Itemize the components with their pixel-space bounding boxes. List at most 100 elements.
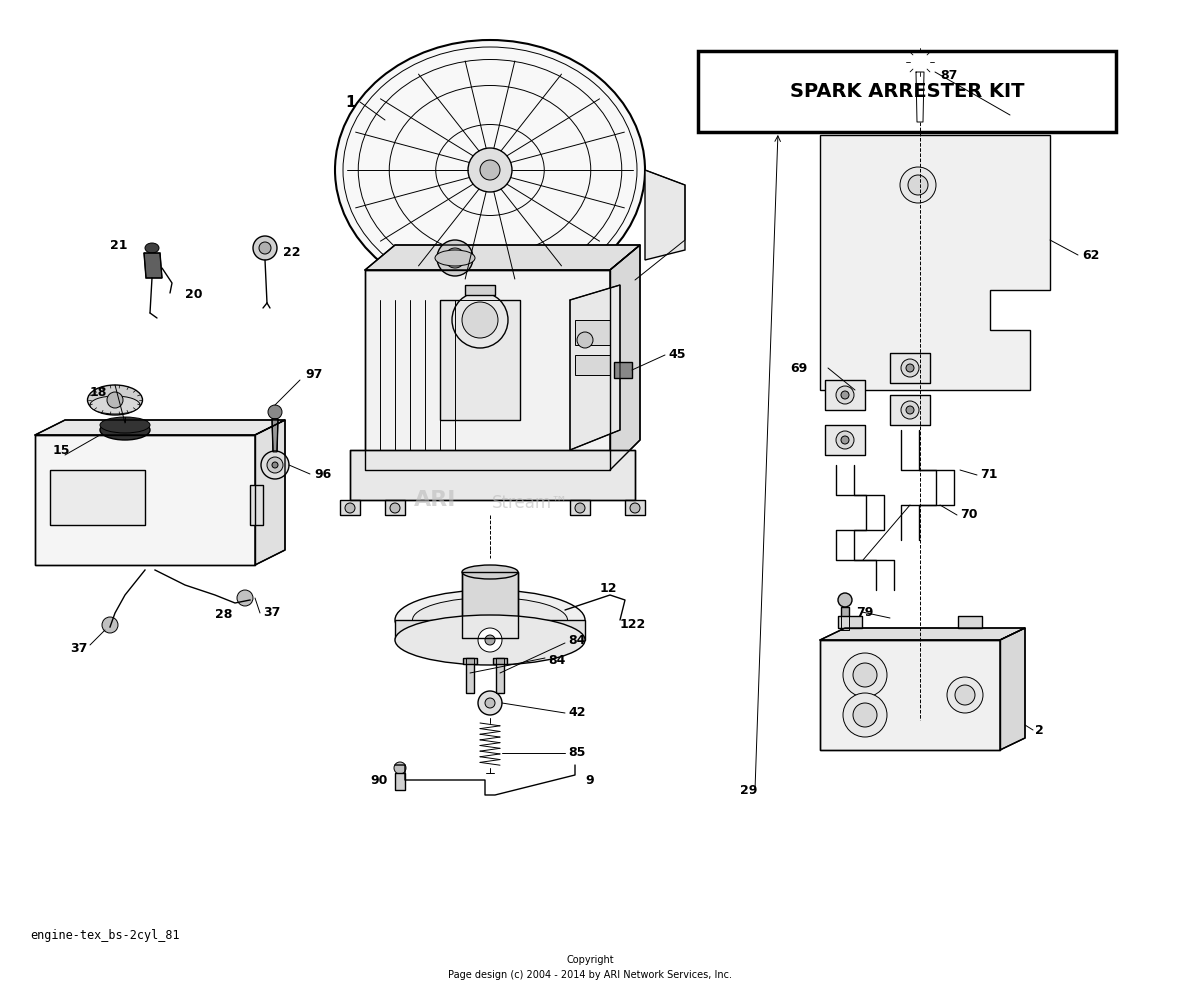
Text: engine-tex_bs-2cyl_81: engine-tex_bs-2cyl_81 [30, 929, 179, 942]
Circle shape [267, 457, 283, 473]
Text: 84: 84 [548, 655, 565, 668]
Circle shape [452, 292, 509, 348]
Polygon shape [820, 640, 999, 750]
Polygon shape [825, 425, 865, 455]
Circle shape [907, 175, 927, 195]
Text: 12: 12 [599, 582, 617, 594]
Text: SPARK ARRESTER KIT: SPARK ARRESTER KIT [789, 81, 1024, 101]
Ellipse shape [395, 615, 585, 665]
Text: 69: 69 [789, 362, 807, 375]
Circle shape [480, 160, 500, 180]
Circle shape [485, 635, 494, 645]
Polygon shape [395, 620, 585, 640]
Ellipse shape [395, 590, 585, 650]
Circle shape [630, 503, 640, 513]
Text: 9: 9 [585, 773, 594, 786]
Polygon shape [820, 135, 1050, 390]
Text: 28: 28 [215, 608, 232, 621]
Circle shape [906, 406, 914, 414]
Circle shape [253, 236, 277, 260]
Circle shape [478, 628, 502, 652]
Polygon shape [825, 380, 865, 410]
Text: 1: 1 [345, 95, 355, 110]
Ellipse shape [335, 40, 645, 300]
Circle shape [853, 663, 877, 687]
Polygon shape [838, 616, 863, 628]
Text: 2: 2 [1035, 724, 1044, 737]
Text: 37: 37 [263, 606, 281, 619]
Circle shape [437, 240, 473, 276]
Text: 79: 79 [856, 605, 873, 618]
Circle shape [843, 653, 887, 697]
Circle shape [902, 359, 919, 377]
Text: 20: 20 [185, 289, 203, 302]
Text: 97: 97 [304, 369, 322, 382]
Polygon shape [365, 270, 610, 470]
Polygon shape [493, 658, 507, 664]
Text: 45: 45 [668, 348, 686, 362]
Polygon shape [610, 245, 640, 470]
Polygon shape [144, 253, 162, 278]
Ellipse shape [100, 417, 150, 433]
Circle shape [902, 401, 919, 419]
Polygon shape [570, 500, 590, 515]
Text: 122: 122 [620, 618, 647, 632]
Circle shape [268, 405, 282, 419]
Text: 21: 21 [110, 238, 127, 251]
Circle shape [900, 167, 936, 203]
Polygon shape [958, 616, 982, 628]
Text: 37: 37 [70, 642, 87, 655]
Text: 85: 85 [568, 747, 585, 760]
Text: 96: 96 [314, 468, 332, 481]
Circle shape [841, 391, 848, 399]
Polygon shape [395, 773, 405, 790]
Polygon shape [35, 435, 255, 565]
Text: 22: 22 [283, 245, 301, 258]
Text: 42: 42 [568, 706, 585, 720]
Polygon shape [466, 658, 474, 693]
Polygon shape [365, 245, 640, 270]
Circle shape [853, 703, 877, 727]
Text: 87: 87 [940, 68, 957, 81]
Ellipse shape [435, 250, 476, 266]
Text: Copyright: Copyright [566, 955, 614, 965]
Text: 71: 71 [981, 469, 997, 482]
Polygon shape [340, 500, 360, 515]
Polygon shape [890, 395, 930, 425]
Circle shape [955, 685, 975, 705]
Ellipse shape [87, 385, 143, 415]
Polygon shape [614, 362, 632, 378]
Polygon shape [465, 285, 494, 295]
Circle shape [843, 693, 887, 737]
Text: Page design (c) 2004 - 2014 by ARI Network Services, Inc.: Page design (c) 2004 - 2014 by ARI Netwo… [448, 970, 732, 980]
Circle shape [575, 503, 585, 513]
Circle shape [838, 593, 852, 607]
Ellipse shape [413, 597, 568, 643]
Circle shape [261, 451, 289, 479]
Circle shape [463, 302, 498, 338]
Circle shape [910, 52, 930, 72]
Polygon shape [250, 485, 263, 525]
Circle shape [468, 148, 512, 192]
Polygon shape [35, 420, 286, 435]
Polygon shape [255, 420, 286, 565]
Ellipse shape [90, 396, 140, 414]
Polygon shape [570, 285, 620, 450]
Circle shape [237, 590, 253, 606]
Polygon shape [625, 500, 645, 515]
Polygon shape [496, 658, 504, 693]
Circle shape [841, 436, 848, 444]
Circle shape [485, 698, 494, 708]
Ellipse shape [100, 420, 150, 440]
Circle shape [394, 762, 406, 774]
Circle shape [391, 503, 400, 513]
Polygon shape [350, 450, 635, 500]
Text: 62: 62 [1082, 248, 1100, 261]
Polygon shape [273, 419, 278, 452]
Bar [699, 51, 1116, 132]
Ellipse shape [145, 243, 159, 253]
Polygon shape [999, 628, 1025, 750]
Text: 15: 15 [53, 443, 71, 457]
Polygon shape [385, 500, 405, 515]
Circle shape [445, 248, 465, 268]
